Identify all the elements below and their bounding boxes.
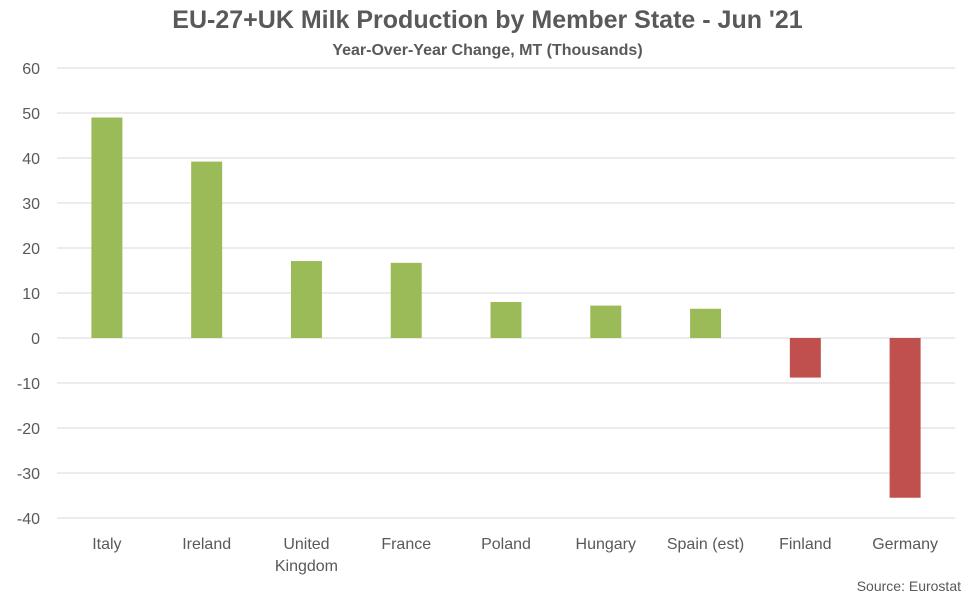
y-tick-label: -40 xyxy=(17,511,40,528)
bar-united-kingdom xyxy=(290,261,322,338)
x-tick-label: Spain (est) xyxy=(667,536,744,553)
y-tick-label: 20 xyxy=(22,241,40,258)
x-tick-label: Germany xyxy=(872,536,938,553)
x-tick-label: Poland xyxy=(481,536,531,553)
x-tick-label: France xyxy=(381,536,431,553)
y-tick-label: -10 xyxy=(17,376,40,393)
y-tick-label: 10 xyxy=(22,286,40,303)
bar-ireland xyxy=(191,161,223,338)
y-tick-label: 50 xyxy=(22,106,40,123)
y-tick-label: 60 xyxy=(22,61,40,78)
bar-spain-est xyxy=(690,308,722,338)
x-tick-label: Italy xyxy=(92,536,121,553)
x-tick-label: Finland xyxy=(779,536,831,553)
bar-finland xyxy=(789,338,821,378)
bar-poland xyxy=(490,302,522,338)
y-tick-label: 30 xyxy=(22,196,40,213)
x-tick-label: Hungary xyxy=(576,536,636,553)
chart-subtitle: Year-Over-Year Change, MT (Thousands) xyxy=(332,42,643,59)
bar-hungary xyxy=(590,305,622,338)
bar-france xyxy=(390,262,422,338)
y-tick-label: 0 xyxy=(31,331,40,348)
y-tick-label: 40 xyxy=(22,151,40,168)
x-tick-label: United Kingdom xyxy=(275,536,338,575)
source-note: Source: Eurostat xyxy=(856,578,961,594)
x-tick-label: Ireland xyxy=(182,536,231,553)
y-tick-label: -30 xyxy=(17,466,40,483)
y-tick-label: -20 xyxy=(17,421,40,438)
chart-title: EU-27+UK Milk Production by Member State… xyxy=(172,6,803,34)
bar-italy xyxy=(91,117,123,338)
bar-germany xyxy=(889,338,921,498)
